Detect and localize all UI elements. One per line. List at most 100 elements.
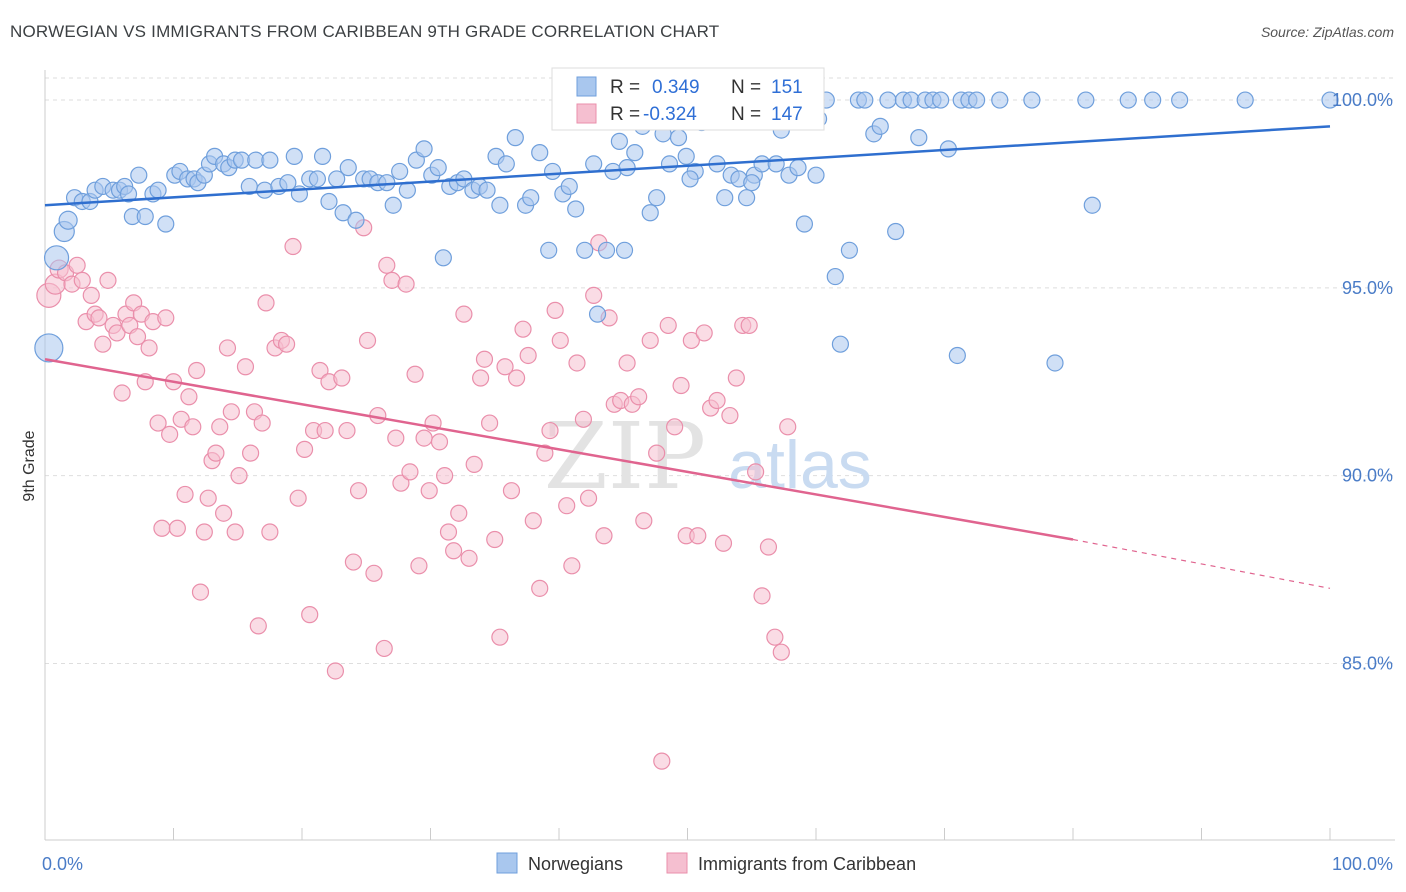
- norwegian-point: [910, 129, 928, 147]
- legend-n-value: 151: [771, 77, 803, 98]
- caribbean-point: [333, 369, 351, 387]
- caribbean-point: [157, 309, 175, 327]
- caribbean-point: [766, 628, 784, 646]
- norwegian-point: [716, 189, 734, 207]
- norwegian-point: [789, 159, 807, 177]
- caribbean-trend-line: [44, 357, 1074, 541]
- caribbean-point: [727, 369, 745, 387]
- norwegian-point: [506, 129, 524, 147]
- norwegian-point: [856, 91, 874, 109]
- norwegian-point: [588, 305, 607, 323]
- norwegian-point: [767, 155, 785, 173]
- legend-r-label: R =: [610, 77, 640, 98]
- caribbean-point: [439, 523, 458, 541]
- norwegian-point: [991, 91, 1009, 109]
- norwegian-point: [597, 241, 616, 259]
- caribbean-point: [253, 414, 271, 432]
- caribbean-point: [277, 335, 296, 353]
- caribbean-point: [184, 418, 202, 436]
- stats-legend-box: [551, 67, 825, 131]
- caribbean-point: [563, 557, 581, 575]
- caribbean-point: [635, 512, 653, 530]
- caribbean-point: [502, 482, 521, 500]
- stats-legend: R = 0.349 N = 151 R = -0.324 N = 147: [551, 67, 825, 131]
- norwegian-point: [543, 162, 562, 181]
- caribbean-point: [207, 444, 225, 462]
- legend-n-label: N =: [731, 77, 761, 98]
- y-tick-label: 85.0%: [1342, 653, 1393, 673]
- norwegian-point: [531, 144, 549, 162]
- norwegian-point: [119, 185, 138, 203]
- norwegian-point: [1023, 91, 1041, 109]
- legend-r-label: R =: [610, 104, 640, 125]
- caribbean-point: [574, 410, 593, 428]
- norwegian-point: [932, 91, 950, 109]
- norwegian-point: [313, 147, 332, 165]
- norwegian-point: [261, 151, 279, 169]
- caribbean-point: [375, 639, 393, 658]
- caribbean-point: [708, 391, 726, 410]
- norwegian-point: [641, 204, 659, 222]
- caribbean-point: [338, 421, 356, 440]
- legend-swatch-norwegians: [576, 76, 597, 97]
- caribbean-point: [465, 455, 483, 473]
- norwegian-point: [429, 159, 447, 177]
- caribbean-point: [215, 504, 233, 522]
- caribbean-point: [94, 335, 112, 353]
- caribbean-point: [472, 369, 490, 387]
- tick-labels: 85.0% 90.0% 95.0% 100.0% 0.0% 100.0%: [42, 90, 1393, 874]
- bottom-legend-swatch-norwegians: [496, 852, 518, 874]
- norwegian-point: [43, 245, 70, 271]
- caribbean-point: [455, 305, 473, 323]
- norwegian-point: [285, 147, 303, 165]
- norwegian-point: [540, 241, 558, 259]
- caribbean-point: [113, 384, 131, 402]
- caribbean-point: [149, 414, 167, 432]
- caribbean-point: [301, 606, 319, 624]
- caribbean-point: [410, 557, 428, 575]
- caribbean-point: [284, 237, 302, 256]
- caribbean-point: [546, 301, 564, 319]
- caribbean-point: [108, 324, 126, 342]
- caribbean-point: [772, 643, 790, 661]
- norwegian-point: [136, 207, 154, 226]
- caribbean-point: [191, 583, 210, 601]
- caribbean-point: [475, 350, 494, 368]
- chart-title: NORWEGIAN VS IMMIGRANTS FROM CARIBBEAN 9…: [10, 22, 720, 41]
- caribbean-point: [551, 331, 569, 350]
- norwegian-point: [826, 267, 844, 286]
- caribbean-point: [641, 331, 659, 350]
- caribbean-point: [648, 444, 666, 462]
- norwegian-point: [615, 241, 634, 259]
- caribbean-point: [450, 504, 468, 522]
- caribbean-point: [491, 628, 509, 646]
- caribbean-point: [672, 376, 690, 395]
- norwegian-point: [434, 249, 452, 267]
- caribbean-point: [316, 421, 334, 440]
- norwegian-point: [795, 215, 814, 233]
- norwegian-point: [681, 170, 699, 188]
- caribbean-point: [199, 489, 217, 507]
- caribbean-point: [349, 482, 368, 500]
- caribbean-point: [653, 752, 671, 770]
- caribbean-point: [82, 286, 100, 304]
- bottom-legend-caribbean: Immigrants from Caribbean: [698, 854, 916, 874]
- axes: [44, 70, 1395, 841]
- caribbean-point: [666, 418, 684, 436]
- caribbean-point: [460, 549, 478, 567]
- caribbean-point: [236, 358, 255, 376]
- norwegian-point: [743, 174, 761, 192]
- norwegian-point: [567, 200, 585, 218]
- norwegian-point: [347, 211, 365, 229]
- caribbean-trend-extension: [1072, 538, 1331, 589]
- caribbean-point: [168, 519, 186, 537]
- caribbean-point: [721, 406, 739, 425]
- caribbean-point: [180, 388, 198, 406]
- caribbean-point: [68, 256, 86, 274]
- caribbean-point: [358, 331, 377, 350]
- bottom-legend-swatch-caribbean: [666, 852, 688, 874]
- norwegian-point: [334, 204, 352, 222]
- caribbean-point: [230, 467, 248, 485]
- norwegian-trend-line: [44, 125, 1331, 207]
